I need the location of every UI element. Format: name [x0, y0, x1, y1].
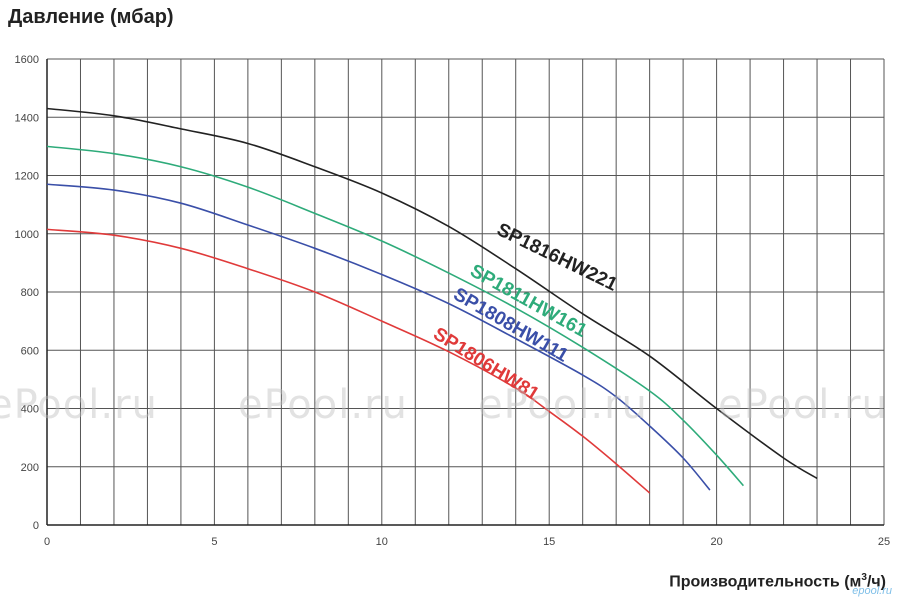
series-line-sp1808hw111	[46, 183, 711, 491]
y-tick-label: 1200	[15, 171, 39, 183]
y-tick-label: 200	[21, 462, 39, 474]
series-lines	[46, 107, 818, 494]
watermark-2: ePool.ru	[238, 382, 408, 428]
y-tick-label: 0	[33, 520, 39, 532]
watermark-1: ePool.ru	[0, 382, 158, 428]
watermark-3: ePool.ru	[478, 382, 648, 428]
x-tick-label: 15	[543, 536, 555, 548]
y-axis-title: Давление (мбар)	[8, 6, 174, 28]
y-tick-label: 1600	[15, 54, 39, 66]
x-tick-label: 0	[44, 536, 50, 548]
y-tick-label: 400	[21, 404, 39, 416]
x-axis-title: Производительность (м3/ч)	[669, 572, 886, 591]
x-tick-label: 10	[376, 536, 388, 548]
x-axis-title-tail: /ч)	[866, 573, 886, 590]
x-axis-title-sup: 3	[861, 571, 867, 583]
y-tick-label: 1000	[15, 229, 39, 241]
x-axis-title-text: Производительность (м	[669, 573, 862, 590]
x-tick-label: 25	[878, 536, 890, 548]
y-tick-label: 600	[21, 345, 39, 357]
x-tick-label: 20	[710, 536, 722, 548]
tick-labels: 0 200 400 600 800 1000 1200 1400 1600 0 5 10 15 20 25	[15, 54, 891, 548]
watermark-4: ePool.ru	[718, 382, 888, 428]
series-line-sp1811hw161	[46, 145, 744, 487]
corner-logo: epool.ru	[852, 585, 892, 597]
series-line-sp1806hw81	[46, 228, 651, 494]
series-line-sp1816hw221	[46, 107, 818, 480]
y-tick-label: 1400	[15, 112, 39, 124]
y-tick-label: 800	[21, 287, 39, 299]
x-tick-label: 5	[211, 536, 217, 548]
axes	[46, 59, 884, 526]
